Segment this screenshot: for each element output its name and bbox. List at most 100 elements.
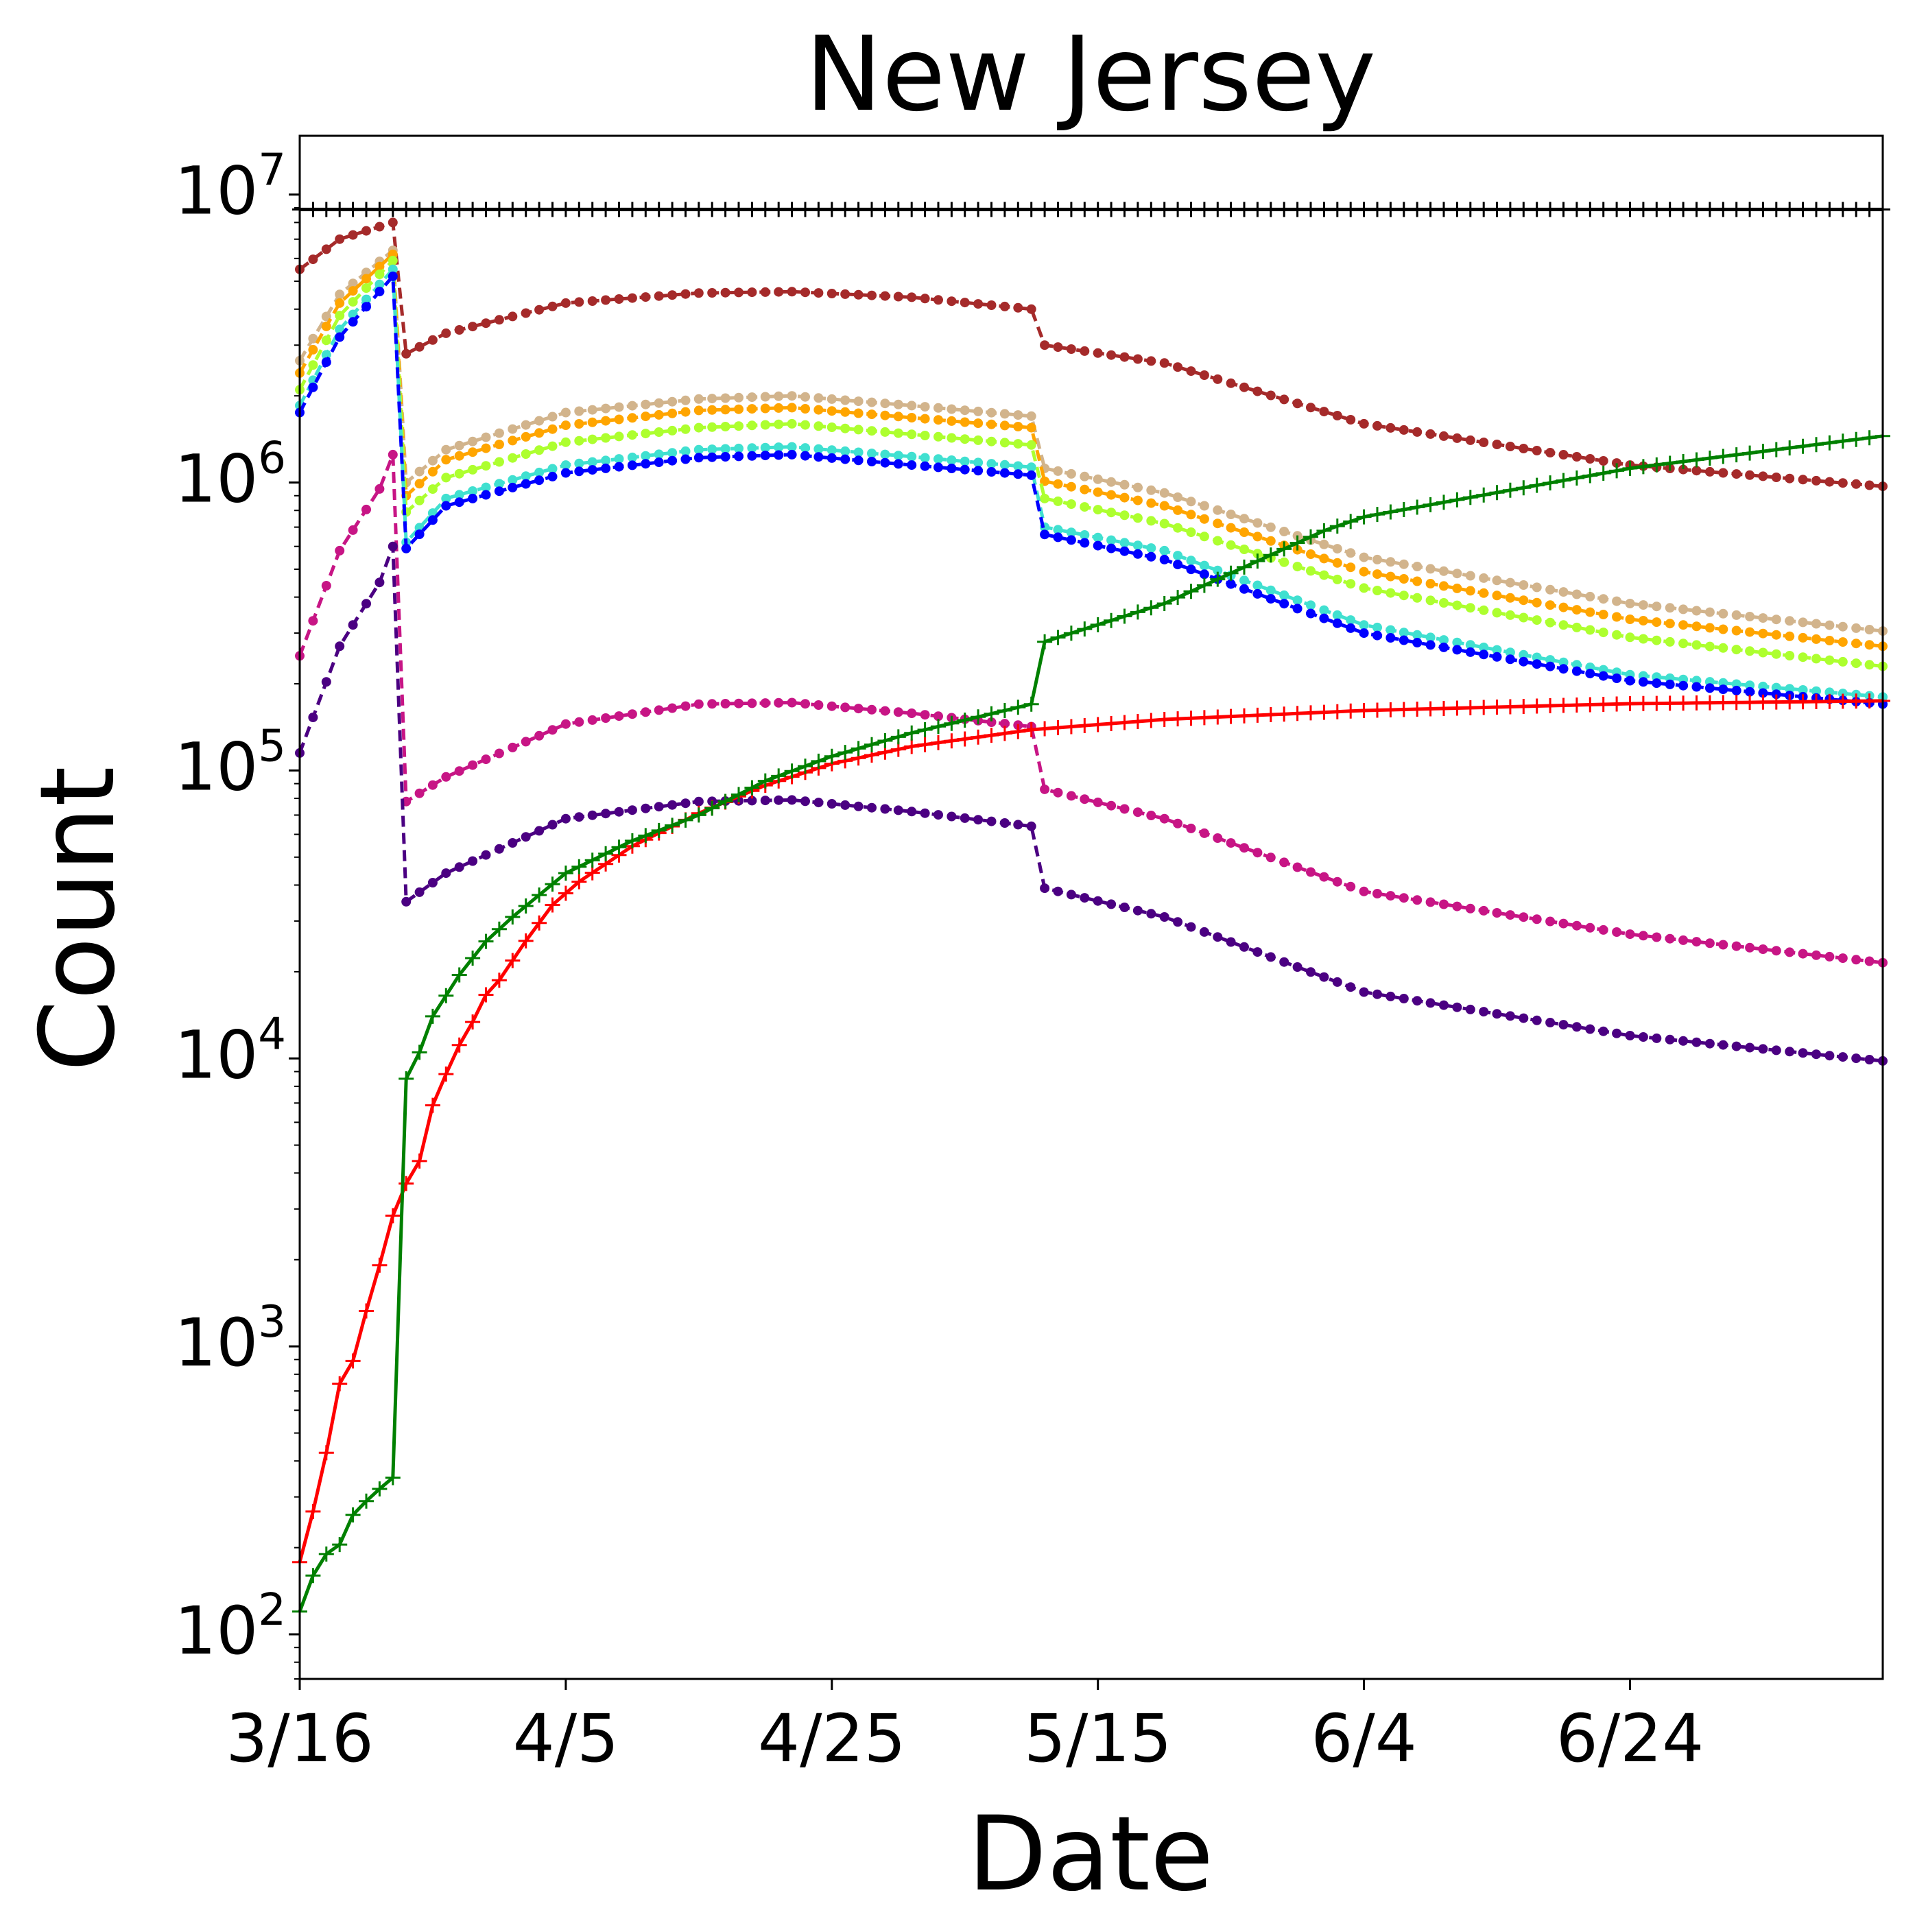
data-point [1505,1011,1515,1021]
data-point [734,287,744,298]
data-point [1265,585,1276,595]
data-point [399,202,414,217]
data-point [1023,202,1039,217]
data-point [1276,706,1292,722]
data-point [1691,466,1702,476]
data-point [986,436,997,446]
data-point [454,440,464,451]
data-point [1292,562,1303,572]
data-point [880,427,890,437]
data-point [348,317,358,327]
data-point [1652,635,1662,645]
data-point [1864,1055,1875,1064]
data-point [1718,643,1728,653]
data-point [1066,499,1076,509]
data-point [1532,597,1542,608]
data-point [1824,620,1835,630]
data-point [1077,621,1093,637]
data-point [1678,620,1689,630]
data-point [1412,630,1423,640]
data-point [774,442,784,453]
data-point [1837,637,1848,647]
data-point [784,202,800,217]
data-point [1731,625,1741,636]
data-point [826,422,837,432]
data-point [931,735,946,750]
data-point [917,722,933,737]
data-point [957,713,973,728]
data-point [335,641,345,652]
data-point [774,391,784,401]
data-point [454,490,464,500]
y-tick-label: 103 [174,1297,286,1381]
data-point [1173,505,1183,515]
data-point [508,436,518,446]
data-point [1412,562,1423,571]
data-point [667,455,678,466]
data-point [348,525,358,535]
data-point [999,301,1010,311]
data-point [1731,941,1741,951]
data-point [1237,202,1252,217]
data-point [401,543,412,553]
data-point [1279,527,1289,536]
data-point [614,402,624,412]
data-point [720,699,730,708]
data-point [1090,717,1106,732]
data-point [840,800,851,810]
data-point [1010,202,1026,217]
data-point [1250,707,1265,723]
data-point [318,1546,334,1562]
data-point [920,710,930,720]
data-point [920,461,930,471]
data-point [468,493,478,503]
data-point [1250,553,1265,569]
data-point [584,852,600,868]
data-point [1263,707,1278,722]
data-point [1585,1024,1595,1034]
data-point [521,308,531,318]
data-point [826,289,837,298]
data-point [1265,952,1276,962]
data-point [468,447,478,457]
data-point [1332,411,1342,420]
data-point [508,482,518,492]
data-point [508,742,518,752]
data-point [1545,661,1556,671]
data-point [1399,425,1409,435]
data-point [867,457,877,466]
data-point [1755,444,1771,460]
data-point [1558,620,1569,630]
data-point [1410,202,1425,217]
data-point [1758,471,1768,481]
data-point [414,466,425,477]
data-point [1106,350,1117,360]
data-point [947,811,957,822]
data-point [388,264,398,274]
data-point [1436,701,1451,716]
data-point [1609,696,1625,712]
data-point [1785,1047,1795,1057]
data-point [534,467,545,477]
data-point [877,733,893,748]
data-point [601,403,611,414]
data-point [1117,202,1132,217]
series-line [298,453,1883,965]
data-point [1665,603,1675,613]
data-point [1383,504,1399,520]
data-point [757,773,773,789]
data-point [1798,949,1808,959]
data-point [787,418,797,429]
data-point [1768,202,1784,217]
data-point [1385,633,1396,643]
data-point [627,709,637,719]
data-point [1678,604,1689,615]
data-point [1066,468,1076,479]
data-point [1771,1045,1781,1056]
data-point [1811,619,1821,629]
data-point [321,357,331,368]
data-point [1678,1036,1689,1046]
data-point [1372,889,1382,898]
data-point [1569,697,1584,713]
data-point [1359,583,1369,593]
